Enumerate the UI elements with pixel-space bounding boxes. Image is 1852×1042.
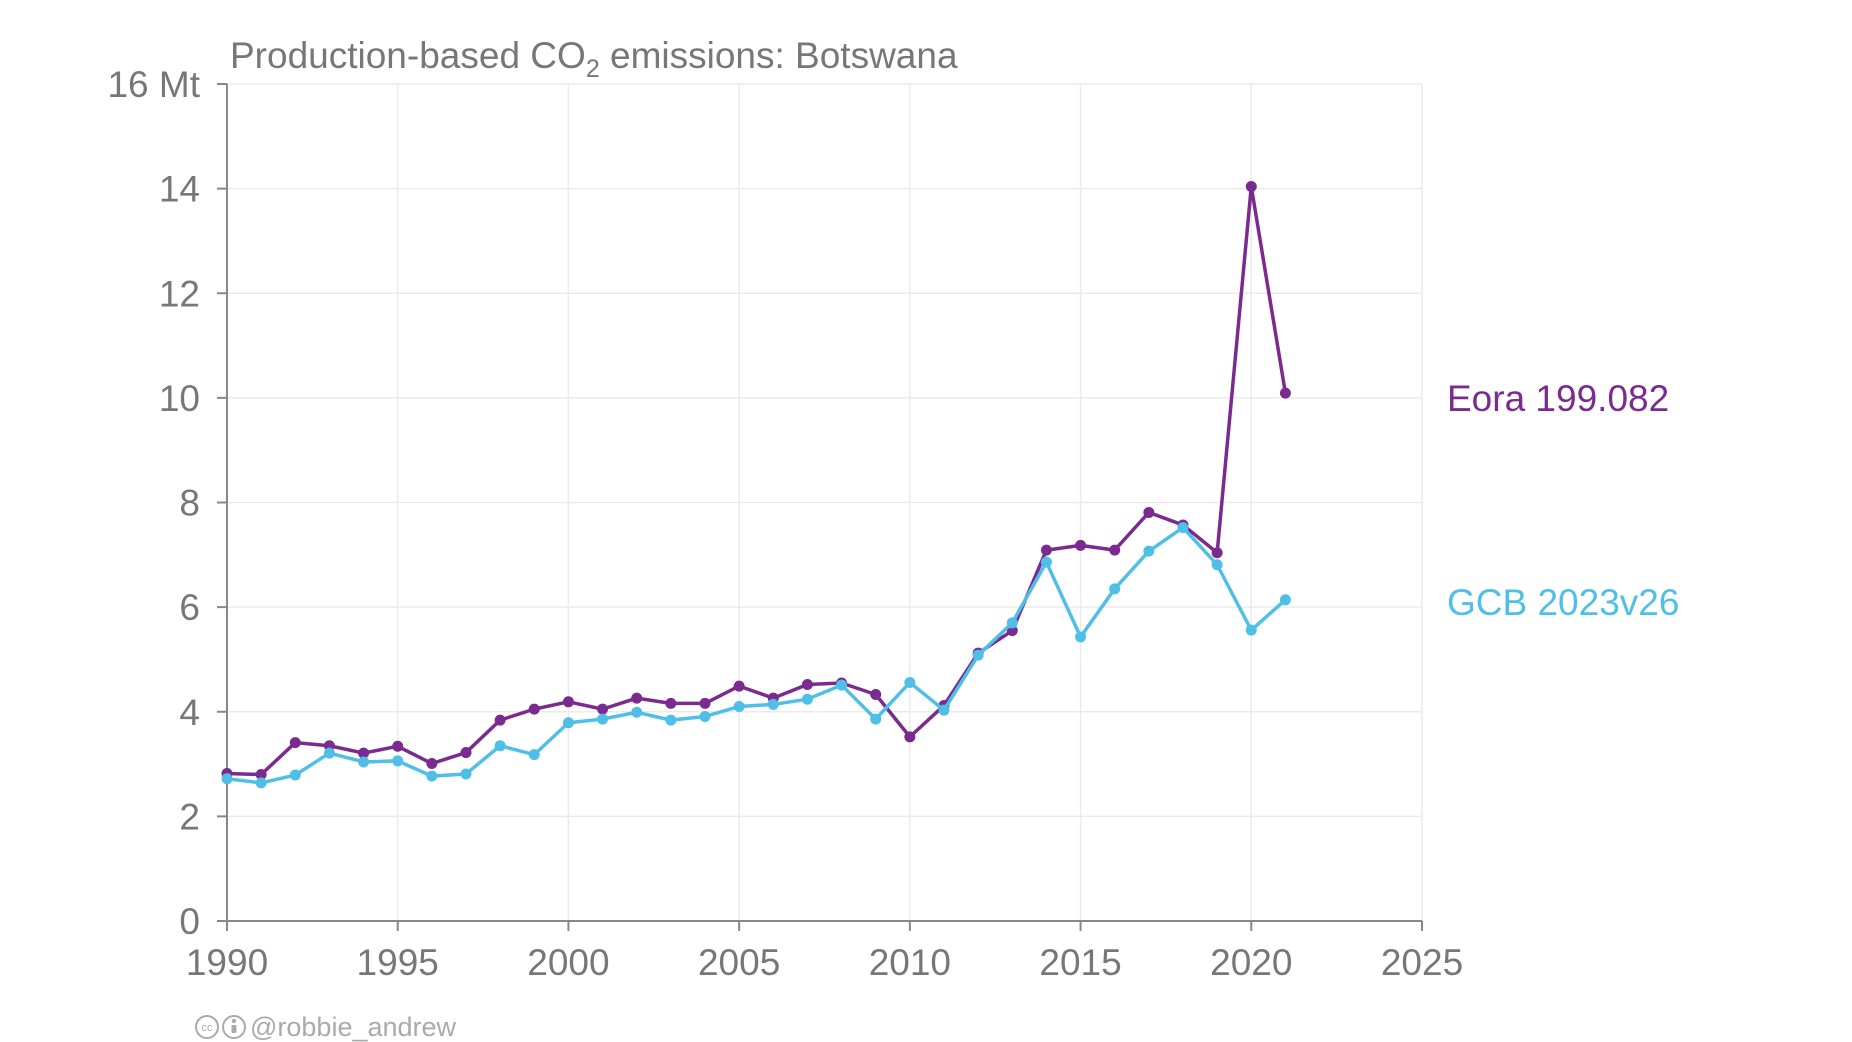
title-prefix: Production-based CO: [230, 35, 586, 76]
data-point: [323, 747, 335, 759]
data-point: [1279, 387, 1291, 399]
data-point: [358, 747, 370, 759]
title-subscript: 2: [586, 55, 600, 83]
data-point: [562, 717, 574, 729]
data-point: [1006, 625, 1018, 637]
data-point: [631, 692, 643, 704]
data-point: [870, 688, 882, 700]
series-label: GCB 2023v26: [1447, 582, 1679, 623]
axes: 0 2 4 6 8 10 12 14 16 Mt 1990 1995 2000 2005 2010 2015…: [107, 64, 1463, 983]
x-tick-label: 1995: [357, 942, 439, 983]
data-point: [1006, 617, 1018, 629]
data-point: [528, 703, 540, 715]
data-point: [938, 704, 950, 716]
data-point: [767, 698, 779, 710]
y-tick-label: 14: [159, 169, 200, 210]
data-point: [358, 756, 370, 768]
data-point: [494, 740, 506, 752]
data-point: [699, 697, 711, 709]
y-tick-label: 8: [179, 483, 200, 524]
data-point: [1211, 559, 1223, 571]
data-point: [289, 769, 301, 781]
data-point: [665, 697, 677, 709]
data-point: [597, 713, 609, 725]
data-point: [1245, 181, 1257, 193]
data-point: [426, 770, 438, 782]
data-point: [1143, 545, 1155, 557]
data-point: [665, 714, 677, 726]
data-point: [426, 758, 438, 770]
data-point: [904, 676, 916, 688]
data-point: [972, 649, 984, 661]
data-point: [1075, 631, 1087, 643]
x-tick-label: 2005: [698, 942, 780, 983]
y-tick-label: 6: [179, 587, 200, 628]
series-lines: Eora 199.082 GCB 2023v26: [221, 181, 1679, 789]
data-point: [528, 749, 540, 761]
y-tick-label: 16 Mt: [107, 64, 200, 105]
x-tick-label: 2025: [1381, 942, 1463, 983]
attribution-icon: [222, 1015, 246, 1039]
series-eora: Eora 199.082: [221, 181, 1669, 781]
data-point: [255, 769, 267, 781]
data-point: [1143, 506, 1155, 518]
data-point: [1040, 556, 1052, 568]
credit-line: cc @robbie_andrew: [195, 1012, 457, 1042]
data-point: [1109, 544, 1121, 556]
data-point: [904, 731, 916, 743]
series-line: [226, 184, 1288, 777]
y-tick-label: 2: [179, 796, 200, 837]
data-point: [392, 740, 404, 752]
data-point: [801, 679, 813, 691]
x-tick-label: 2010: [869, 942, 951, 983]
data-point: [801, 693, 813, 705]
data-point: [1109, 583, 1121, 595]
data-point: [255, 777, 267, 789]
data-point: [870, 713, 882, 725]
svg-text:cc: cc: [202, 1022, 214, 1034]
x-tick-label: 2015: [1039, 942, 1121, 983]
data-point: [1040, 544, 1052, 556]
series-label: Eora 199.082: [1447, 378, 1669, 419]
data-point: [733, 701, 745, 713]
x-tick-label: 2020: [1210, 942, 1292, 983]
credit-handle: @robbie_andrew: [250, 1012, 457, 1042]
data-point: [631, 706, 643, 718]
data-point: [1211, 547, 1223, 559]
y-tick-label: 10: [159, 378, 200, 419]
x-tick-label: 2000: [527, 942, 609, 983]
data-point: [1245, 624, 1257, 636]
x-tick-label: 1990: [186, 942, 268, 983]
cc-icon: cc: [195, 1015, 219, 1039]
data-point: [1177, 522, 1189, 534]
data-point: [733, 680, 745, 692]
gridlines: [227, 83, 1423, 921]
data-point: [289, 737, 301, 749]
data-point: [460, 768, 472, 780]
chart-title: Production-based CO2 emissions: Botswana: [230, 35, 958, 83]
data-point: [392, 755, 404, 767]
data-point: [562, 696, 574, 708]
y-tick-label: 0: [179, 901, 200, 942]
data-point: [221, 773, 233, 785]
y-tick-label: 12: [159, 273, 200, 314]
y-tick-label: 4: [179, 692, 200, 733]
title-suffix: emissions: Botswana: [600, 35, 958, 76]
data-point: [597, 703, 609, 715]
data-point: [1075, 539, 1087, 551]
data-point: [494, 714, 506, 726]
series-gcb: GCB 2023v26: [221, 522, 1679, 789]
series-line: [226, 525, 1287, 785]
data-point: [836, 679, 848, 691]
data-point: [460, 747, 472, 759]
data-point: [699, 710, 711, 722]
data-point: [1279, 594, 1291, 606]
